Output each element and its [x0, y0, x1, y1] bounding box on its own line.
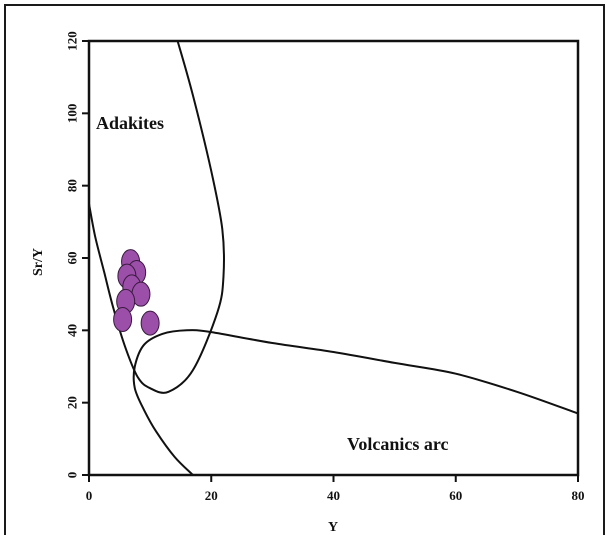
data-point [140, 310, 160, 336]
y-tick-label: 0 [65, 472, 80, 479]
y-tick-label: 100 [65, 104, 80, 124]
x-axis: 0 20 40 60 80 [86, 475, 585, 503]
field-label-adakites: Adakites [96, 113, 164, 133]
data-points [113, 249, 160, 336]
field-label-volcanics-arc: Volcanics arc [347, 434, 449, 454]
x-axis-title: Y [328, 520, 338, 535]
y-tick-label: 60 [65, 252, 80, 265]
field-boundary-adakites [88, 40, 225, 394]
y-tick-label: 40 [65, 324, 80, 337]
y-tick-label: 80 [65, 179, 80, 192]
y-axis-title: Sr/Y [31, 248, 46, 276]
plot-area [87, 39, 580, 477]
x-tick-label: 20 [205, 488, 218, 503]
y-tick-label: 120 [65, 31, 80, 51]
y-axis: 0 20 40 60 80 100 120 [65, 31, 89, 479]
x-tick-label: 60 [449, 488, 462, 503]
y-tick-label: 20 [65, 396, 80, 409]
field-boundary-volcanics-arc [132, 329, 579, 476]
x-tick-label: 80 [572, 488, 585, 503]
field-boundaries [88, 40, 579, 476]
data-point [113, 306, 133, 332]
x-tick-label: 40 [327, 488, 340, 503]
chart-frame [4, 4, 605, 535]
x-tick-label: 0 [86, 488, 93, 503]
